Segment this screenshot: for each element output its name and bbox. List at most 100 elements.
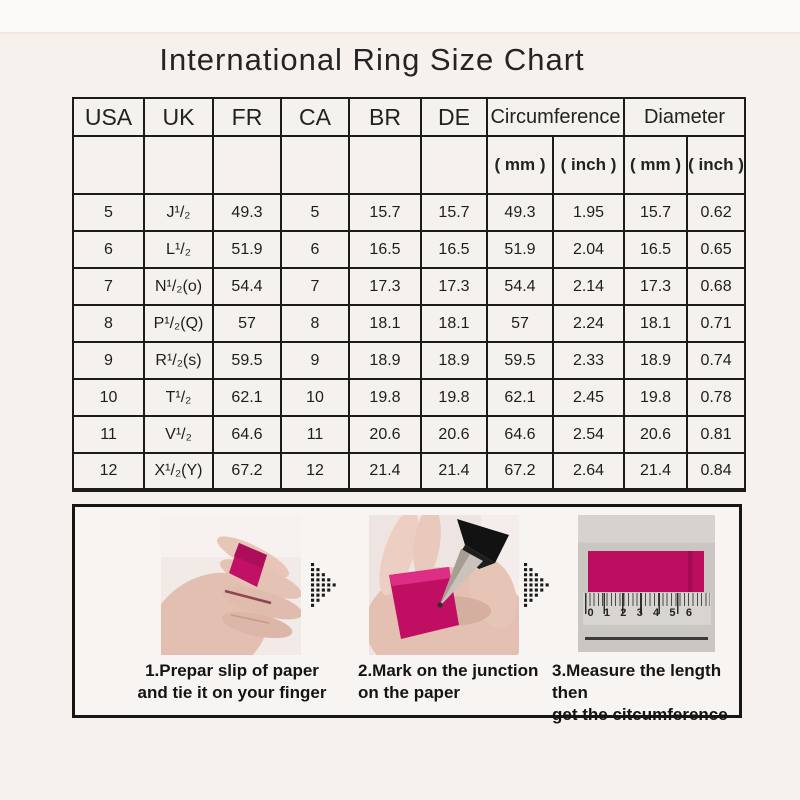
col-header-circumference: Circumference [485,97,626,137]
ring-size-table: USA UK FR CA BR DE Circumference Diamete… [72,97,747,492]
ruler-number: 1 [603,607,610,620]
table-cell: 54.4 [486,267,554,306]
table-cell: 51.9 [486,230,554,269]
table-cell: 18.1 [348,304,422,343]
table-cell: 54.4 [212,267,282,306]
table-cell: 0.62 [686,193,747,232]
table-cell: 17.3 [623,267,689,306]
table-cell: P¹/₂(Q) [143,304,214,343]
step1-photo [161,515,301,655]
ruler-major-ticks [585,593,696,615]
col-header-diameter: Diameter [623,97,747,137]
dotted-arrow-icon [524,562,550,610]
table-cell: 57 [212,304,282,343]
table-row: 6 L¹/₂ 51.9 6 16.5 16.5 51.9 2.04 16.5 0.65 [72,230,747,269]
ruler-number: 3 [636,607,643,620]
empty-header-cell [420,135,488,195]
table-cell: 19.8 [420,378,488,417]
table-cell: 51.9 [212,230,282,269]
table-cell: 67.2 [212,452,282,491]
table-cell: 49.3 [212,193,282,232]
empty-header-cell [72,135,145,195]
table-cell: 11 [72,415,145,454]
table-cell: 0.71 [686,304,747,343]
table-cell: 19.8 [623,378,689,417]
subheader-circumference-mm: ( mm ) [486,135,554,195]
table-cell: 20.6 [348,415,422,454]
table-cell: 16.5 [348,230,422,269]
table-cell: 21.4 [348,452,422,491]
table-cell: 2.54 [551,415,626,454]
step3-caption-line1: 3.Measure the length then [552,661,722,702]
table-cell: 59.5 [212,341,282,380]
table-row: 8 P¹/₂(Q) 57 8 18.1 18.1 57 2.24 18.1 0.71 [72,304,747,343]
table-cell: 18.9 [348,341,422,380]
table-cell: 18.9 [623,341,689,380]
table-row: 10 T¹/₂ 62.1 10 19.8 19.8 62.1 2.45 19.8 0.78 [72,378,747,417]
table-cell: 10 [72,378,145,417]
table-cell: 12 [280,452,350,491]
table-cell: 10 [280,378,350,417]
table-cell: 49.3 [486,193,554,232]
table-row: 5 J¹/₂ 49.3 5 15.7 15.7 49.3 1.95 15.7 0.62 [72,193,747,232]
table-cell: 0.84 [686,452,747,491]
step2-caption-line2: on the paper [358,682,461,702]
table-cell: J¹/₂ [143,193,214,232]
table-cell: V¹/₂ [143,415,214,454]
col-header-de: DE [420,97,488,137]
table-cell: T¹/₂ [143,378,214,417]
table-cell: N¹/₂(o) [143,267,214,306]
table-cell: 2.14 [551,267,626,306]
pen-icon [437,519,509,608]
table-cell: 9 [72,341,145,380]
dotted-arrow-icon [311,562,337,610]
table-cell: 0.81 [686,415,747,454]
table-cell: 18.1 [623,304,689,343]
table-header-row-2: ( mm ) ( inch ) ( mm ) ( inch ) [72,135,747,195]
table-cell: 2.45 [551,378,626,417]
subheader-circumference-inch: ( inch ) [551,135,626,195]
table-cell: 57 [486,304,554,343]
hand-with-paper-strip-icon [161,515,301,655]
table-cell: 2.64 [551,452,626,491]
col-header-ca: CA [280,97,350,137]
table-body: 5 J¹/₂ 49.3 5 15.7 15.7 49.3 1.95 15.7 0.62 6 L¹/₂ 5… [72,193,747,491]
col-header-uk: UK [143,97,214,137]
table-cell: 21.4 [420,452,488,491]
table-cell: 0.65 [686,230,747,269]
table-cell: 59.5 [486,341,554,380]
table-cell: 16.5 [420,230,488,269]
table-cell: 7 [72,267,145,306]
table-cell: X¹/₂(Y) [143,452,214,491]
table-cell: 8 [280,304,350,343]
table-cell: 19.8 [348,378,422,417]
step3-caption-line2: get the citcumference [552,704,728,724]
table-row: 7 N¹/₂(o) 54.4 7 17.3 17.3 54.4 2.14 17.3 0.68 [72,267,747,306]
table-row: 9 R¹/₂(s) 59.5 9 18.9 18.9 59.5 2.33 18.9 0.74 [72,341,747,380]
subheader-diameter-inch: ( inch ) [686,135,747,195]
table-cell: 2.33 [551,341,626,380]
ruler-number: 4 [653,607,660,620]
table-cell: 6 [72,230,145,269]
table-edge-line [584,636,709,640]
table-header-row-1: USA UK FR CA BR DE Circumference Diamete… [72,97,747,137]
table-row: 11 V¹/₂ 64.6 11 20.6 20.6 64.6 2.54 20.6 0.81 [72,415,747,454]
table-cell: 5 [72,193,145,232]
col-header-br: BR [348,97,422,137]
table-cell: 0.78 [686,378,747,417]
hand-with-pen-marking-icon [369,515,519,655]
step2-caption-line1: 2.Mark on the junction [358,661,539,680]
table-cell: 7 [280,267,350,306]
table-cell: 20.6 [623,415,689,454]
subheader-diameter-mm: ( mm ) [623,135,689,195]
ruler-number: 0 [587,607,594,620]
table-cell: 5 [280,193,350,232]
col-header-usa: USA [72,97,145,137]
table-cell: 8 [72,304,145,343]
step1-caption-line1: 1.Prepar slip of paper [145,661,319,680]
page-title: International Ring Size Chart [159,42,585,77]
